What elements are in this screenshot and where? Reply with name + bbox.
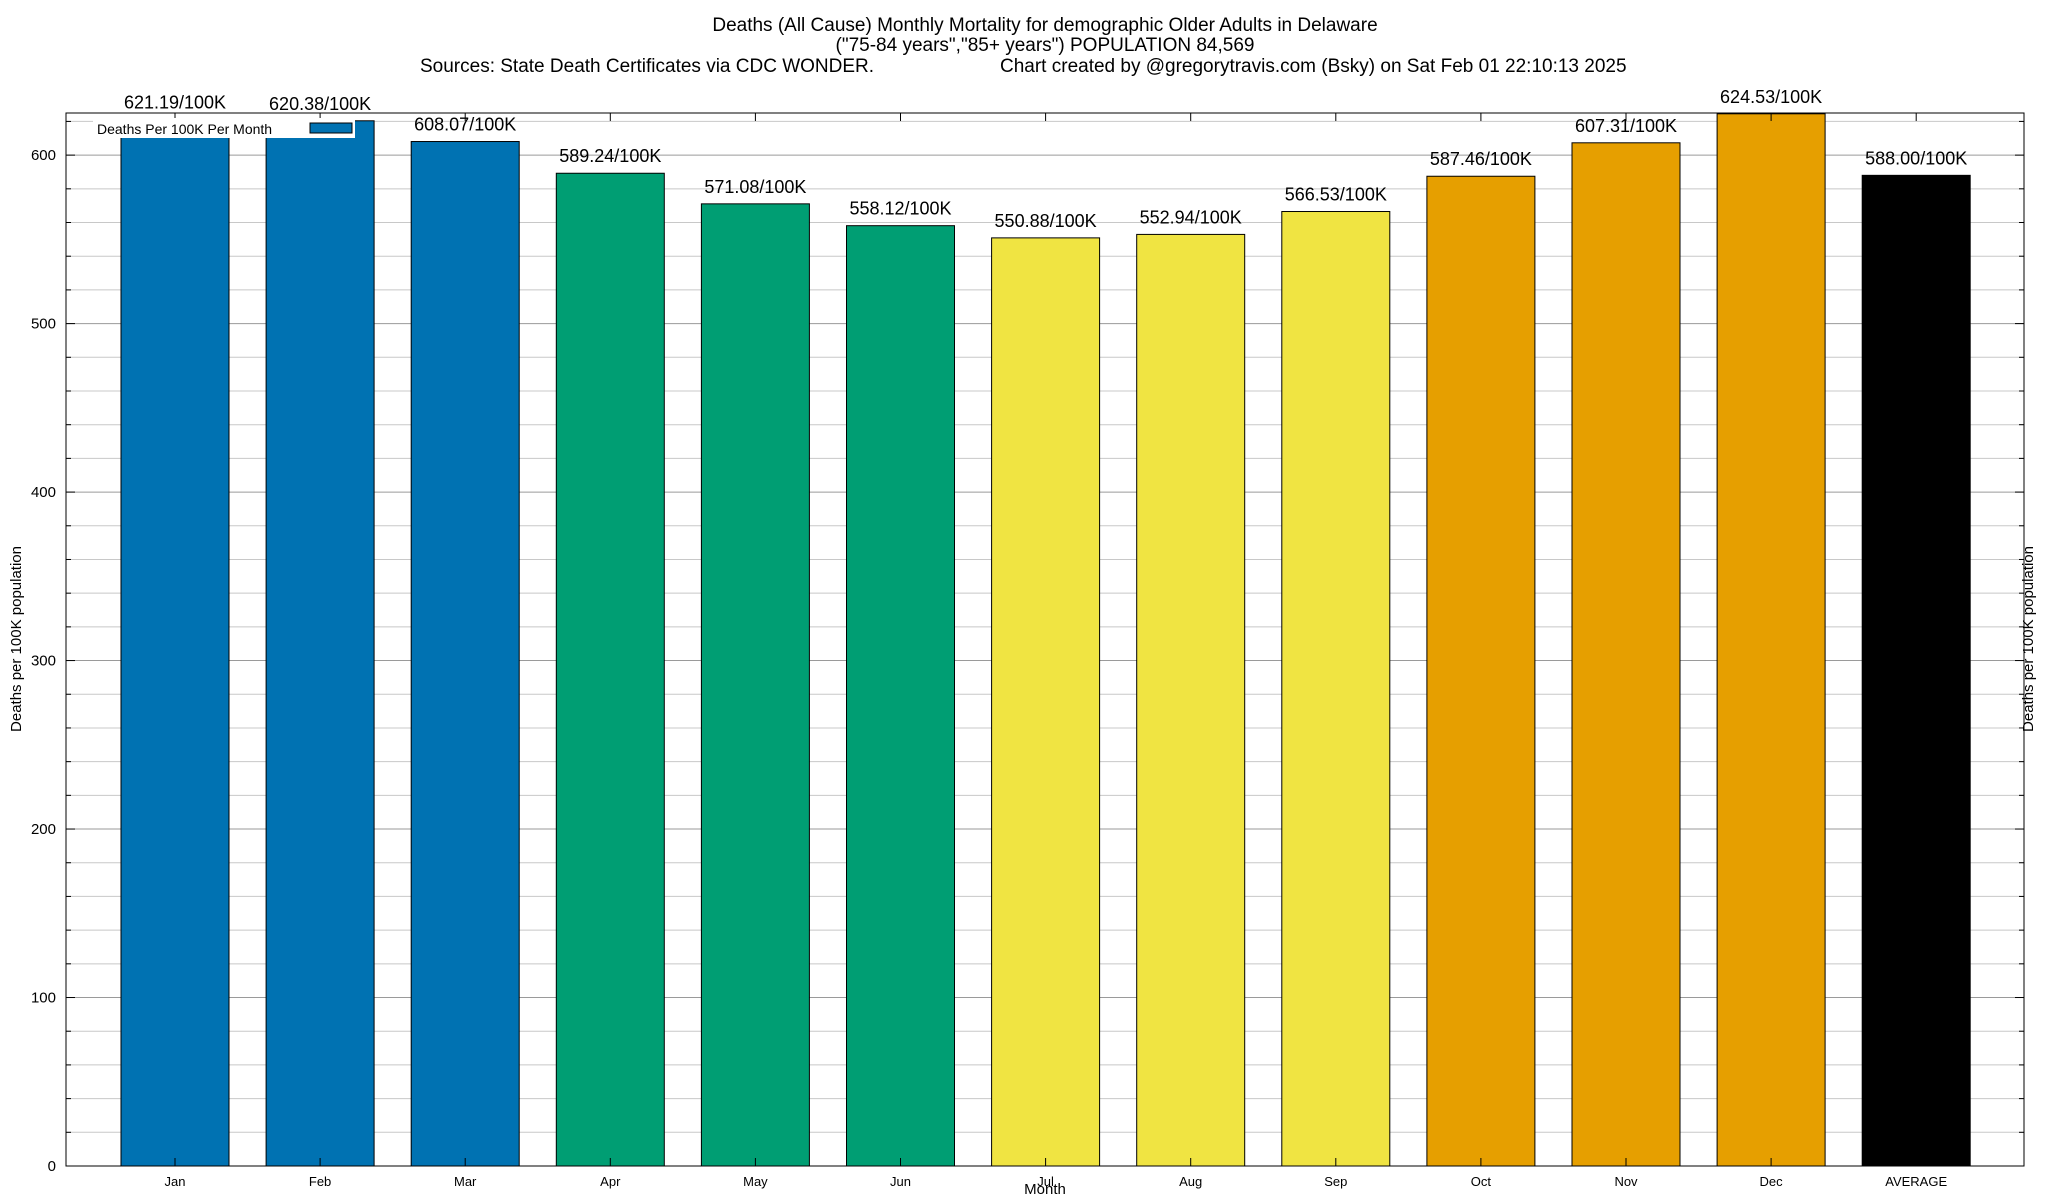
bar-nov	[1571, 142, 1681, 1167]
x-tick-label-dec: Dec	[1760, 1174, 1784, 1189]
bar-value-label-aug: 552.94/100K	[1140, 207, 1242, 227]
x-tick-label-mar: Mar	[454, 1174, 477, 1189]
x-tick-label-aug: Aug	[1179, 1174, 1202, 1189]
bar-apr	[555, 172, 665, 1167]
legend-swatch	[309, 122, 353, 134]
y-axis-label-right: Deaths per 100K population	[2020, 546, 2037, 732]
bar-jun	[846, 225, 955, 1167]
bar-value-label-average: 588.00/100K	[1865, 148, 1967, 168]
bar-value-label-jul: 550.88/100K	[995, 211, 1097, 231]
x-tick-label-jan: Jan	[165, 1174, 186, 1189]
chart-credit: Chart created by @gregorytravis.com (Bsk…	[1000, 56, 1627, 77]
x-tick-label-apr: Apr	[600, 1174, 621, 1189]
x-tick-label-feb: Feb	[309, 1174, 331, 1189]
bar-aug	[1136, 233, 1246, 1167]
y-tick-label-0: 0	[48, 1158, 56, 1175]
y-tick-label-500: 500	[31, 316, 56, 333]
y-tick-label-200: 200	[31, 821, 56, 838]
value-labels: 621.19/100K 620.38/100K 608.07/100K 589.24/…	[124, 87, 1967, 231]
x-tick-label-nov: Nov	[1614, 1174, 1638, 1189]
y-tick-label-300: 300	[31, 653, 56, 670]
y-tick-label-400: 400	[31, 484, 56, 501]
bar-feb	[265, 120, 375, 1167]
bar-value-label-jun: 558.12/100K	[849, 199, 951, 219]
bar-dec	[1716, 113, 1826, 1167]
x-axis-label: Month	[1024, 1181, 1066, 1198]
legend: Deaths Per 100K Per Month	[93, 118, 355, 138]
bar-oct	[1426, 175, 1536, 1167]
y-tick-label-600: 600	[31, 147, 56, 164]
y-axis-label-left: Deaths per 100K population	[8, 546, 25, 732]
legend-label: Deaths Per 100K Per Month	[97, 121, 272, 137]
bar-value-label-oct: 587.46/100K	[1430, 149, 1532, 169]
y-axis: 0 100 200 300 400 500 600	[31, 120, 2024, 1175]
x-tick-label-sep: Sep	[1324, 1174, 1347, 1189]
x-tick-label-oct: Oct	[1471, 1174, 1492, 1189]
bar-value-label-nov: 607.31/100K	[1575, 116, 1677, 136]
bar-value-label-apr: 589.24/100K	[559, 146, 661, 166]
bar-jul	[991, 237, 1101, 1167]
chart-title-line-2: ("75-84 years","85+ years") POPULATION 8…	[836, 35, 1255, 56]
bar-average	[1861, 174, 1971, 1167]
plot-frame	[65, 112, 2025, 1167]
bar-value-label-mar: 608.07/100K	[414, 115, 516, 135]
x-tick-label-jul: Jul	[1037, 1174, 1054, 1189]
bar-value-label-jan: 621.19/100K	[124, 92, 226, 112]
x-tick-label-average: AVERAGE	[1885, 1174, 1947, 1189]
bar-value-label-dec: 624.53/100K	[1720, 87, 1822, 107]
bar-value-label-sep: 566.53/100K	[1285, 185, 1387, 205]
legend-background	[93, 118, 355, 138]
bar-sep	[1281, 211, 1391, 1167]
bar-jan	[120, 118, 230, 1167]
bar-mar	[410, 141, 520, 1167]
bar-may	[700, 203, 810, 1167]
bar-value-label-may: 571.08/100K	[704, 177, 806, 197]
y-tick-label-100: 100	[31, 990, 56, 1007]
chart-title-line-1: Deaths (All Cause) Monthly Mortality for…	[712, 15, 1377, 36]
x-axis: Jan Feb Mar Apr May Jun Jul Aug Sep Oct Nov Dec AVER…	[165, 113, 1947, 1189]
chart-sources: Sources: State Death Certificates via CD…	[420, 56, 874, 77]
x-tick-label-jun: Jun	[890, 1174, 911, 1189]
bar-value-label-feb: 620.38/100K	[269, 94, 371, 114]
bars	[120, 113, 1971, 1167]
x-tick-label-may: May	[743, 1174, 768, 1189]
